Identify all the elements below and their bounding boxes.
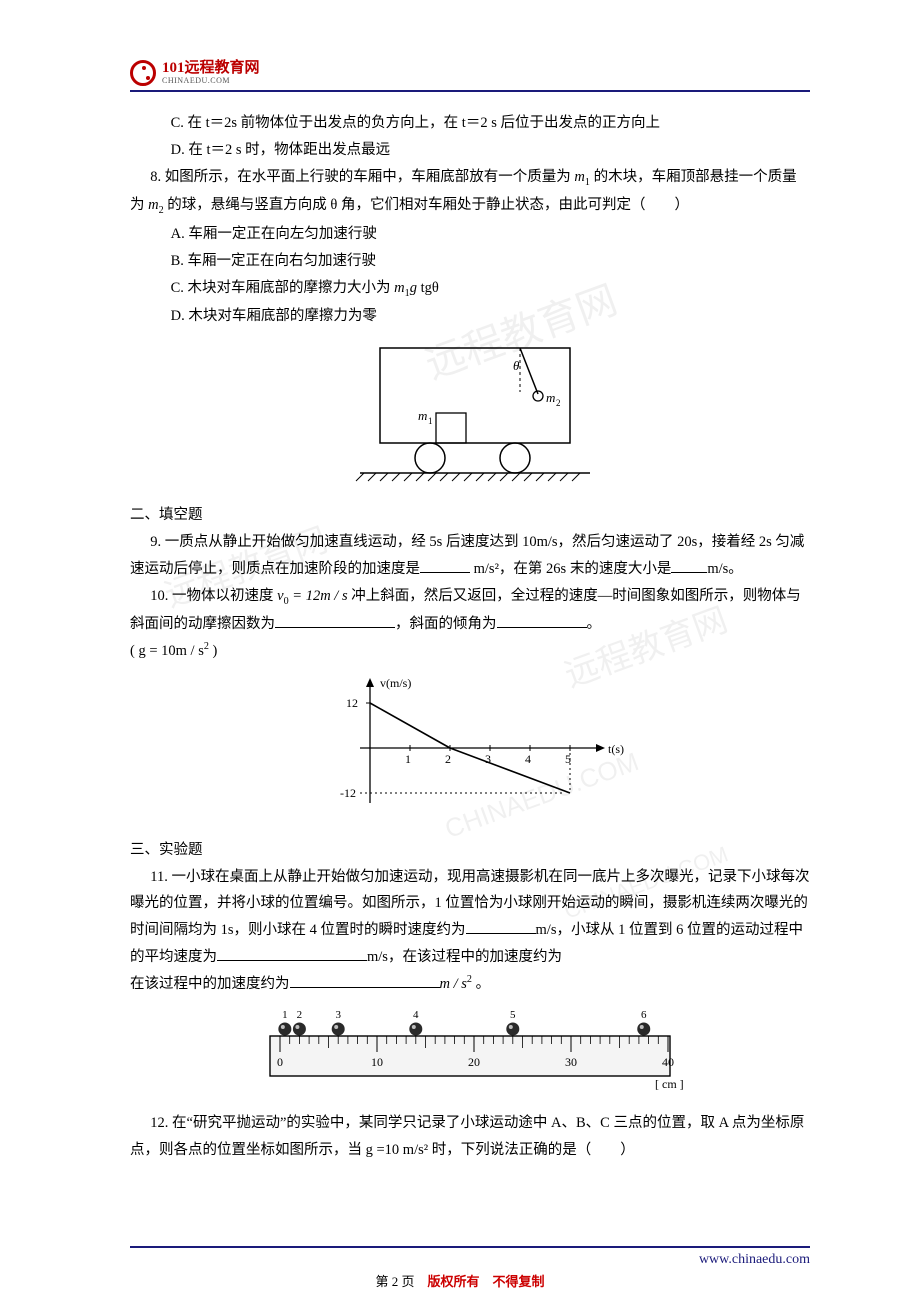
q7-option-c: C. 在 t＝2s 前物体位于出发点的负方向上，在 t＝2 s 后位于出发点的正…: [130, 110, 810, 137]
svg-text:5: 5: [510, 1009, 516, 1021]
svg-text:6: 6: [641, 1009, 647, 1021]
theta-label: θ: [513, 358, 520, 373]
section-3-heading: 三、实验题: [130, 837, 810, 864]
q7-option-d: D. 在 t＝2 s 时，物体距出发点最远: [130, 137, 810, 164]
q8-option-b: B. 车厢一定正在向右匀加速行驶: [130, 248, 810, 275]
logo-subtitle: CHINAEDU.COM: [162, 76, 260, 85]
svg-text:t(s): t(s): [608, 742, 624, 756]
svg-text:v(m/s): v(m/s): [380, 676, 411, 690]
svg-text:m: m: [418, 408, 427, 423]
q8-option-a: A. 车厢一定正在向左匀加速行驶: [130, 221, 810, 248]
section-2-heading: 二、填空题: [130, 502, 810, 529]
svg-text:2: 2: [556, 398, 561, 408]
svg-text:[ cm ]: [ cm ]: [655, 1077, 684, 1091]
svg-text:2: 2: [297, 1009, 303, 1021]
svg-text:2: 2: [445, 752, 451, 766]
page-number: 第 2 页 版权所有 不得复制: [0, 1271, 920, 1290]
svg-text:12: 12: [346, 696, 358, 710]
q10-text: 10. 一物体以初速度 v0 = 12m / s 冲上斜面，然后又返回，全过程的…: [130, 583, 810, 638]
svg-text:4: 4: [413, 1009, 419, 1021]
svg-text:-12: -12: [340, 786, 356, 800]
svg-text:10: 10: [371, 1055, 383, 1069]
svg-text:0: 0: [277, 1055, 283, 1069]
svg-text:3: 3: [335, 1009, 341, 1021]
page-header: 101远程教育网 CHINAEDU.COM: [130, 60, 810, 92]
svg-text:3: 3: [485, 752, 491, 766]
logo-icon: [130, 60, 156, 86]
svg-text:m: m: [546, 390, 555, 405]
q10-g: ( g = 10m / s2 ): [130, 638, 810, 665]
content-body: C. 在 t＝2s 前物体位于出发点的负方向上，在 t＝2 s 后位于出发点的正…: [130, 110, 810, 1163]
q8-option-d: D. 木块对车厢底部的摩擦力为零: [130, 303, 810, 330]
svg-text:1: 1: [428, 416, 433, 426]
svg-text:30: 30: [565, 1055, 577, 1069]
svg-text:1: 1: [405, 752, 411, 766]
q8-stem: 8. 如图所示，在水平面上行驶的车厢中，车厢底部放有一个质量为 m1 的木块，车…: [130, 164, 810, 221]
q9-text: 9. 一质点从静止开始做匀加速直线运动，经 5s 后速度达到 10m/s，然后匀…: [130, 529, 810, 583]
page-footer: www.chinaedu.com: [130, 1246, 810, 1268]
q12-text: 12. 在“研究平抛运动”的实验中，某同学只记录了小球运动途中 A、B、C 三点…: [130, 1110, 810, 1164]
logo: 101远程教育网 CHINAEDU.COM: [130, 60, 260, 86]
q8-option-c: C. 木块对车厢底部的摩擦力大小为 m1g tgθ: [130, 275, 810, 304]
q11-text: 11. 一小球在桌面上从静止开始做匀加速运动，现用高速摄影机在同一底片上多次曝光…: [130, 864, 810, 998]
footer-url: www.chinaedu.com: [699, 1252, 810, 1267]
svg-text:20: 20: [468, 1055, 480, 1069]
svg-text:40: 40: [662, 1055, 674, 1069]
q11-figure: 0 10 20 30 40 [ cm ] 12 3 4 5 6: [130, 1006, 810, 1096]
logo-title: 101远程教育网: [162, 61, 260, 76]
svg-text:4: 4: [525, 752, 531, 766]
q10-chart: v(m/s) t(s) 12 -12 12345: [130, 673, 810, 823]
q8-figure: θ m2 m1: [130, 338, 810, 488]
svg-text:1: 1: [282, 1009, 288, 1021]
